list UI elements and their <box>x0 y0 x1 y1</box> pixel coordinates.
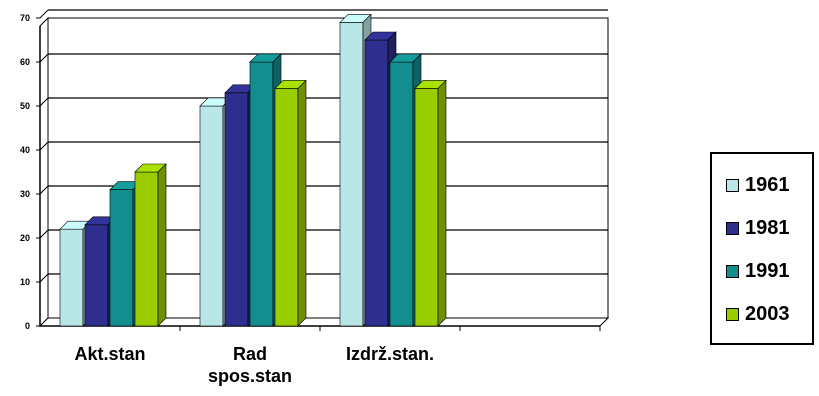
bar-front <box>364 39 389 327</box>
y-tick-label: 60 <box>20 57 30 67</box>
legend-label: 1981 <box>745 216 790 239</box>
gridline-side <box>39 273 49 283</box>
category-label: Rad <box>233 344 267 364</box>
bar-front <box>274 88 299 327</box>
gridline-side <box>39 141 49 151</box>
bar-front <box>389 61 414 327</box>
gridline-side <box>39 97 49 107</box>
gridline-side <box>39 9 49 19</box>
y-tick-label: 20 <box>20 233 30 243</box>
legend-swatch <box>726 221 739 235</box>
legend: 1961 1981 1991 2003 <box>710 152 814 345</box>
category-label: Izdrž.stan. <box>346 344 434 364</box>
legend-swatch <box>726 264 739 278</box>
bar-front <box>249 61 274 327</box>
bar-side <box>157 163 167 327</box>
y-tick-label: 0 <box>25 321 30 331</box>
bar-side <box>437 79 447 327</box>
side-wall <box>39 16 49 328</box>
bar-front <box>199 105 224 327</box>
legend-label: 1991 <box>745 259 790 282</box>
legend-item: 2003 <box>726 301 790 327</box>
gridline-side <box>39 229 49 239</box>
legend-item: 1961 <box>726 172 790 198</box>
legend-swatch <box>726 307 739 321</box>
y-tick-label: 40 <box>20 145 30 155</box>
legend-label: 1961 <box>745 173 790 196</box>
category-label: spos.stan <box>208 366 292 386</box>
legend-swatch <box>726 178 739 192</box>
y-tick-label: 30 <box>20 189 30 199</box>
bar-side <box>297 79 307 327</box>
category-label: Akt.stan <box>74 344 145 364</box>
legend-label: 2003 <box>745 302 790 325</box>
gridline-side <box>39 185 49 195</box>
bar-front <box>414 88 439 327</box>
bar-front <box>134 171 159 327</box>
bar-front <box>109 189 134 327</box>
legend-item: 1991 <box>726 258 790 284</box>
y-tick-label: 70 <box>20 13 30 23</box>
y-tick-label: 10 <box>20 277 30 287</box>
bar-front <box>84 224 109 327</box>
gridline-side <box>39 53 49 63</box>
bar-front <box>224 92 249 327</box>
y-tick-label: 50 <box>20 101 30 111</box>
bar-front <box>339 22 364 327</box>
bar-front <box>59 228 84 327</box>
legend-item: 1981 <box>726 215 790 241</box>
